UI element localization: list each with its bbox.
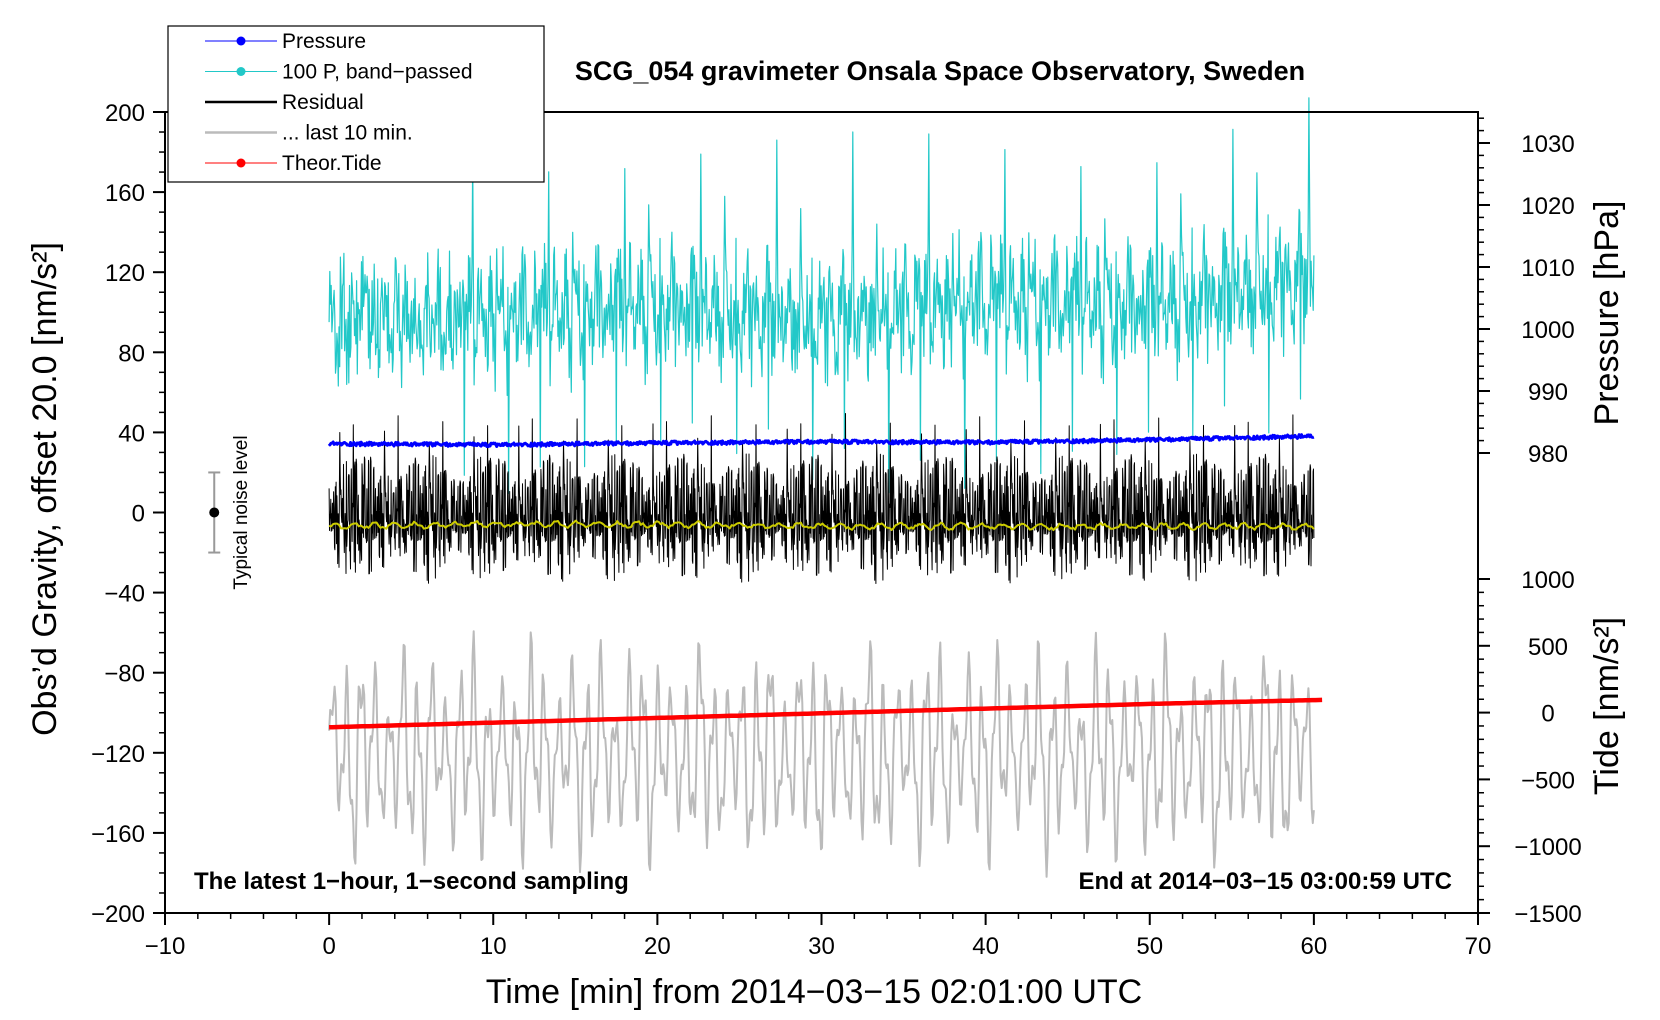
y-axis-title-gravity: Obs’d Gravity, offset 20.0 [nm/s²] xyxy=(26,242,64,736)
y-tick-label: 120 xyxy=(105,260,145,287)
y-axis-title-pressure: Pressure [hPa] xyxy=(1588,201,1626,426)
noise-center-dot xyxy=(209,507,220,518)
tide-tick-label: −1500 xyxy=(1514,901,1581,928)
series-theoretical-tide xyxy=(329,697,1323,730)
x-tick-label: 30 xyxy=(808,933,835,960)
tide-tick-label: −1000 xyxy=(1514,834,1581,861)
pressure-tick-label: 1030 xyxy=(1521,131,1574,158)
y-tick-label: 0 xyxy=(132,501,145,528)
y-tick-label: −120 xyxy=(91,741,145,768)
tide-tick-label: 500 xyxy=(1528,634,1568,661)
x-tick-label: 50 xyxy=(1136,933,1163,960)
tide-tick-label: −500 xyxy=(1521,767,1575,794)
tide-tick-label: 1000 xyxy=(1521,567,1574,594)
legend-swatch-marker xyxy=(236,36,246,46)
series-residual-smoothed xyxy=(328,519,1315,532)
annotation-sampling: The latest 1−hour, 1−second sampling xyxy=(194,868,629,895)
series-layer xyxy=(327,97,1323,878)
noise-indicator: Typical noise level xyxy=(208,435,252,590)
chart-title: SCG_054 gravimeter Onsala Space Observat… xyxy=(575,56,1305,86)
legend-box xyxy=(167,25,545,183)
x-tick-label: 0 xyxy=(322,933,335,960)
series-pressure xyxy=(327,433,1315,448)
y-axis-title-tide: Tide [nm/s²] xyxy=(1588,617,1626,795)
y-tick-label: 40 xyxy=(118,420,145,447)
y-tick-label: −160 xyxy=(91,821,145,848)
legend-label: Theor.Tide xyxy=(282,152,382,175)
legend-label: 100 P, band−passed xyxy=(282,61,473,84)
series-band-passed-pressure xyxy=(328,97,1315,494)
series-last-10-min xyxy=(328,630,1315,878)
x-tick-label: 20 xyxy=(644,933,671,960)
axes-layer: −10 0 10 20 30 40 50 60 7020016012080400−40−80−1… xyxy=(91,100,1582,960)
y-tick-label: −200 xyxy=(91,901,145,928)
pressure-tick-label: 990 xyxy=(1528,379,1568,406)
legend-label: Residual xyxy=(282,91,364,114)
legend: Pressure 100 P, band−passed Residual ... la… xyxy=(167,25,545,183)
x-tick-label: −10 xyxy=(145,933,186,960)
y-tick-label: 200 xyxy=(105,100,145,127)
pressure-tick-label: 980 xyxy=(1528,441,1568,468)
tide-tick-label: 0 xyxy=(1541,701,1554,728)
legend-label: ... last 10 min. xyxy=(282,122,413,145)
pressure-tick-label: 1010 xyxy=(1521,255,1574,282)
y-tick-label: 80 xyxy=(118,340,145,367)
x-tick-label: 40 xyxy=(972,933,999,960)
pressure-tick-label: 1020 xyxy=(1521,193,1574,220)
y-tick-label: −80 xyxy=(104,661,145,688)
pressure-tick-label: 1000 xyxy=(1521,317,1574,344)
x-tick-label: 60 xyxy=(1301,933,1328,960)
legend-label: Pressure xyxy=(282,30,366,53)
y-tick-label: 160 xyxy=(105,180,145,207)
series-residual xyxy=(328,413,1315,584)
legend-swatch-marker xyxy=(236,67,246,76)
x-tick-label: 10 xyxy=(480,933,507,960)
legend-swatch-marker xyxy=(236,158,246,168)
annotation-end-time: End at 2014−03−15 03:00:59 UTC xyxy=(1078,868,1452,895)
noise-label: Typical noise level xyxy=(231,435,252,589)
x-tick-label: 70 xyxy=(1465,933,1492,960)
x-axis-title: Time [min] from 2014−03−15 02:01:00 UTC xyxy=(486,973,1142,1011)
y-tick-label: −40 xyxy=(104,581,145,608)
